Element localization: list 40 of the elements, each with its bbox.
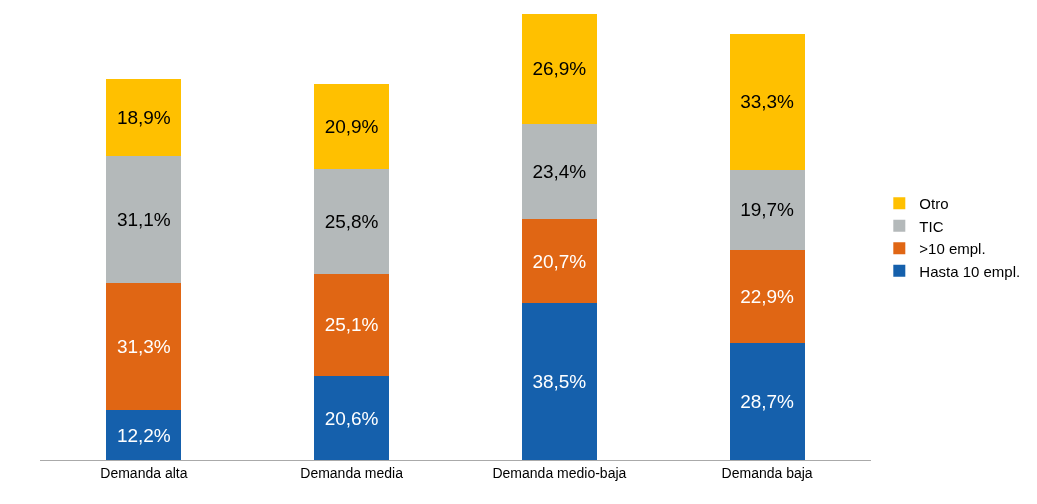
- bar: [106, 410, 182, 460]
- data-label: 25,1%: [324, 314, 379, 336]
- bar: [314, 168, 390, 274]
- bar: [314, 273, 390, 377]
- data-label: 12,2%: [116, 424, 171, 446]
- legend-label: Hasta 10 empl.: [919, 262, 1021, 280]
- data-label: 38,5%: [532, 371, 587, 393]
- data-label: 31,3%: [116, 336, 171, 358]
- bar: [314, 376, 390, 460]
- data-label: 28,7%: [740, 391, 795, 413]
- data-label: 18,9%: [116, 107, 171, 129]
- legend-label: Otro: [919, 195, 949, 213]
- data-label: 23,4%: [532, 160, 587, 182]
- x-tick-label: Demanda alta: [100, 464, 188, 481]
- bar: [729, 343, 805, 460]
- data-label: 20,6%: [324, 407, 379, 429]
- bar: [521, 14, 597, 124]
- bar: [106, 282, 182, 411]
- bar: [521, 123, 597, 219]
- data-label: 19,7%: [740, 199, 795, 221]
- bar: [729, 249, 805, 344]
- bar: [106, 79, 182, 157]
- x-tick-label: Demanda media: [300, 464, 404, 481]
- data-label: 31,1%: [116, 208, 171, 230]
- data-label: 20,7%: [532, 250, 587, 272]
- bar: [729, 33, 805, 170]
- data-label: 22,9%: [740, 285, 795, 307]
- data-label: 33,3%: [740, 91, 795, 113]
- data-label: 25,8%: [324, 210, 379, 232]
- x-tick-label: Demanda baja: [721, 464, 813, 481]
- data-label: 26,9%: [532, 58, 587, 80]
- bar: [106, 156, 182, 283]
- bar: [521, 218, 597, 304]
- x-tick-label: Demanda medio-baja: [492, 464, 627, 481]
- legend-label: >10 empl.: [919, 240, 986, 258]
- bar: [314, 83, 390, 169]
- legend-label: TIC: [919, 217, 944, 235]
- bar: [521, 303, 597, 460]
- data-label: 20,9%: [324, 115, 379, 137]
- bar: [729, 169, 805, 250]
